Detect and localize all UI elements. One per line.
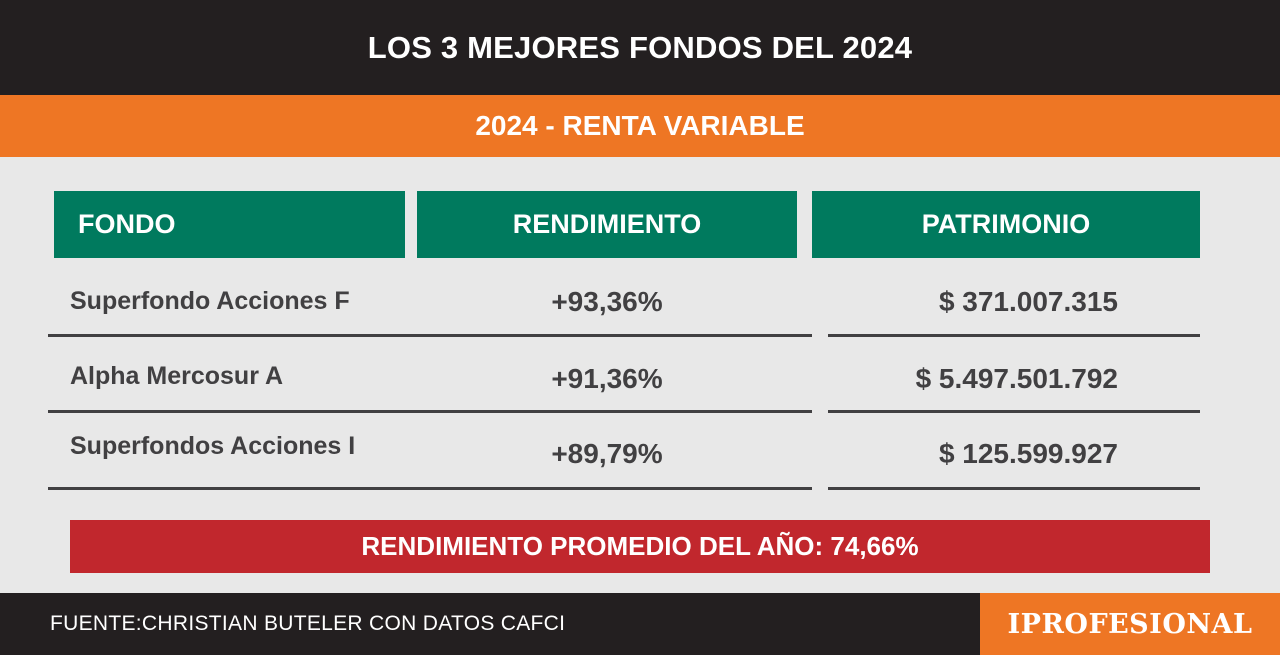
column-header-patrimonio: PATRIMONIO <box>812 191 1200 258</box>
column-header-fondo: FONDO <box>54 191 405 258</box>
source-text: FUENTE:CHRISTIAN BUTELER CON DATOS CAFCI <box>50 612 566 635</box>
row-divider <box>828 487 1200 490</box>
row-2-fondo: Alpha Mercosur A <box>70 362 284 390</box>
row-1-patrimonio: $ 371.007.315 <box>938 286 1118 317</box>
row-1-fondo: Superfondo Acciones F <box>70 287 350 315</box>
row-1-rendimiento: +93,36% <box>551 286 663 317</box>
column-header-rendimiento: RENDIMIENTO <box>417 191 797 258</box>
average-banner: RENDIMIENTO PROMEDIO DEL AÑO: 74,66% <box>70 520 1210 573</box>
row-divider <box>48 410 812 413</box>
row-3-fondo: Superfondos Acciones I <box>70 432 356 460</box>
row-divider <box>828 410 1200 413</box>
row-2-patrimonio: $ 5.497.501.792 <box>915 363 1118 394</box>
row-3-patrimonio: $ 125.599.927 <box>938 438 1118 469</box>
row-3-rendimiento: +89,79% <box>551 438 663 469</box>
brand-logo: IPROFESIONAL <box>980 593 1280 655</box>
row-2-rendimiento: +91,36% <box>551 363 663 394</box>
row-divider <box>828 334 1200 337</box>
row-divider <box>48 487 812 490</box>
subtitle-bar: 2024 - RENTA VARIABLE <box>0 95 1280 157</box>
logo-text: IPROFESIONAL <box>1007 608 1253 640</box>
row-divider <box>48 334 812 337</box>
page-title: LOS 3 MEJORES FONDOS DEL 2024 <box>367 29 913 65</box>
average-text: RENDIMIENTO PROMEDIO DEL AÑO: 74,66% <box>361 531 919 561</box>
page-subtitle: 2024 - RENTA VARIABLE <box>475 110 805 141</box>
title-bar: LOS 3 MEJORES FONDOS DEL 2024 <box>0 0 1280 95</box>
